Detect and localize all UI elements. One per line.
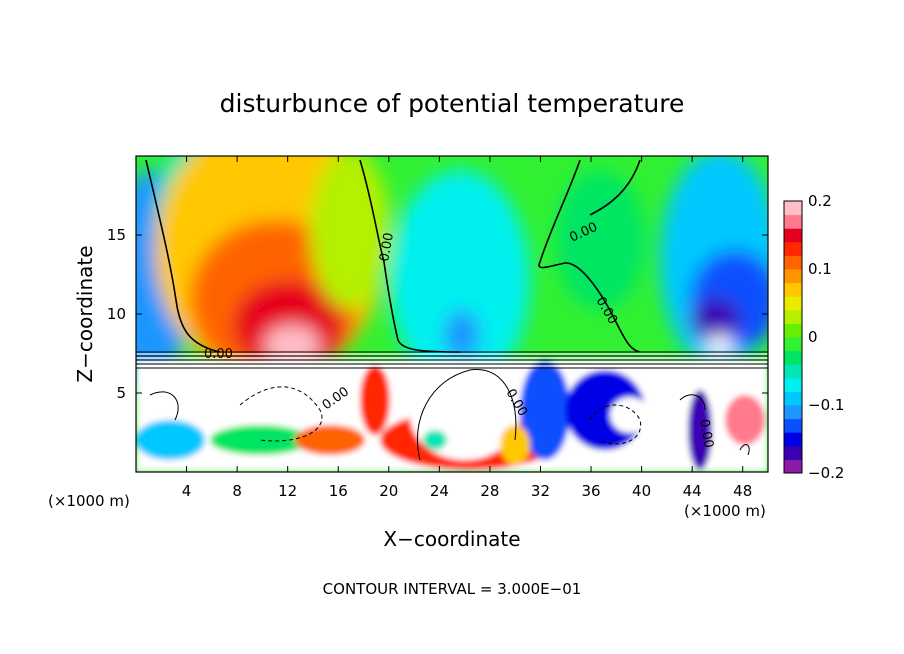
x-tick-label: 32 [531, 482, 550, 500]
colorbar-swatch [784, 309, 802, 324]
y-axis-label: Z−coordinate [73, 245, 97, 382]
colorbar-swatch [784, 391, 802, 406]
colorbar-swatch [784, 228, 802, 243]
contour-lines-lower [149, 369, 750, 461]
colorbar-tick-label: 0.1 [808, 260, 832, 278]
contour-label: 0.00 [696, 418, 716, 449]
colorbar-swatch [784, 377, 802, 392]
y-tick-label: 5 [116, 384, 126, 402]
colorbar-swatch [784, 255, 802, 270]
colorbar-swatch [784, 269, 802, 284]
colorbar-swatch [784, 323, 802, 338]
colorbar-tick-label: 0 [808, 328, 818, 346]
plot-area [136, 156, 768, 472]
x-axis-label: X−coordinate [383, 527, 520, 551]
colorbar-swatch [784, 445, 802, 460]
x-tick-label: 8 [232, 482, 242, 500]
colorbar-tick-label: −0.1 [808, 396, 844, 414]
colorbar-swatch [784, 296, 802, 311]
colorbar-tick-label: −0.2 [808, 464, 844, 482]
colorbar-swatch [784, 241, 802, 256]
colorbar-swatch [784, 201, 802, 216]
colorbar: 0.2 0.1 0 −0.1 −0.2 [783, 192, 844, 482]
colorbar-swatch [784, 432, 802, 447]
x-tick-label: 16 [329, 482, 348, 500]
contour-lines [145, 159, 641, 353]
colorbar-swatch [784, 350, 802, 365]
x-tick-label: 48 [733, 482, 752, 500]
colorbar-swatch [784, 405, 802, 420]
chart-title: disturbunce of potential temperature [220, 89, 685, 118]
colorbar-swatch [784, 337, 802, 352]
x-tick-label: 40 [632, 482, 651, 500]
x-unit-right: (×1000 m) [684, 502, 766, 520]
lower-field [136, 360, 768, 472]
x-unit-left: (×1000 m) [48, 492, 130, 510]
colorbar-frame [783, 200, 803, 474]
y-axis: 5 10 15 [107, 226, 768, 402]
x-tick-label: 28 [480, 482, 499, 500]
y-tick-label: 10 [107, 305, 126, 323]
x-tick-label: 36 [581, 482, 600, 500]
contour-label: 0.00 [377, 232, 397, 263]
colorbar-swatch [784, 418, 802, 433]
x-tick-label: 12 [278, 482, 297, 500]
colorbar-swatch [784, 364, 802, 379]
x-tick-label: 20 [379, 482, 398, 500]
contour-interval-note: CONTOUR INTERVAL = 3.000E−01 [323, 580, 582, 598]
contour-label: 0.00 [204, 347, 233, 362]
x-tick-label: 24 [430, 482, 449, 500]
y-tick-label: 15 [107, 226, 126, 244]
colorbar-tick-label: 0.2 [808, 192, 832, 210]
colorbar-swatch [784, 459, 802, 474]
x-tick-label: 44 [683, 482, 702, 500]
colorbar-swatch [784, 214, 802, 229]
x-axis: 4 8 12 16 20 24 28 32 36 40 44 48 [182, 156, 752, 500]
x-tick-label: 4 [182, 482, 192, 500]
colorbar-swatch [784, 282, 802, 297]
stripe-band [136, 351, 768, 369]
upper-field [136, 156, 768, 390]
